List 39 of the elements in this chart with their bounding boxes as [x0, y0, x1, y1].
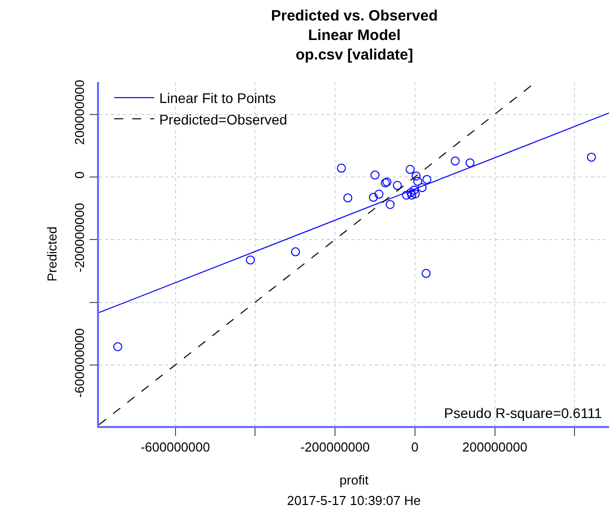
point	[386, 200, 395, 209]
chart-title: Predicted vs. Observed Linear Model op.csv [validate]	[271, 8, 438, 64]
point	[113, 342, 122, 352]
point	[422, 268, 431, 278]
point	[374, 190, 384, 199]
point	[370, 170, 380, 180]
annotation: Pseudo R-square=0.6111	[444, 405, 602, 421]
point	[343, 193, 352, 202]
point	[422, 174, 432, 184]
y-axis-title: Predicted	[44, 226, 60, 282]
point	[368, 192, 378, 202]
point	[406, 164, 415, 174]
point	[410, 186, 419, 195]
x-axis-title: profit	[340, 472, 369, 488]
y-tick-label: 200000000	[72, 80, 88, 145]
y-tick-label: -200000000	[72, 202, 88, 272]
y-tick-label: 0	[72, 171, 88, 179]
x-tick-label: -600000000	[140, 439, 210, 454]
point	[407, 190, 416, 200]
point	[246, 255, 255, 264]
point	[412, 171, 421, 180]
x-tick-label: 0	[411, 439, 419, 454]
point	[450, 156, 460, 166]
x-tick-label: 200000000	[462, 439, 528, 454]
point	[418, 183, 427, 192]
point	[586, 152, 596, 162]
text: 2017-5-17 10:39:07 He	[287, 493, 421, 508]
point	[406, 188, 416, 198]
y-tick-label: -600000000	[72, 328, 88, 398]
point	[392, 180, 402, 190]
point	[290, 247, 300, 256]
point	[402, 190, 412, 200]
point	[410, 189, 420, 198]
legend-label: Predicted=Observed	[159, 111, 288, 128]
point	[466, 158, 475, 168]
legend-label: Linear Fit to Points	[159, 90, 276, 106]
x-tick-label: -200000000	[300, 439, 370, 454]
point	[413, 176, 422, 186]
point	[336, 164, 346, 173]
